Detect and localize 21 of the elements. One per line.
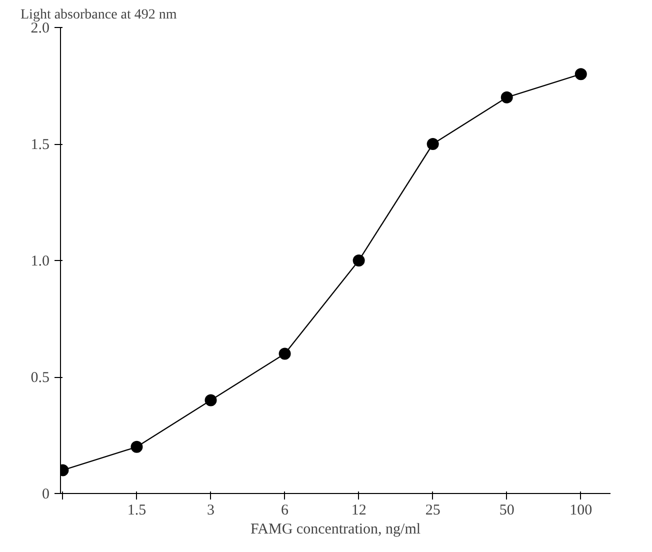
x-tick-label: 6 (281, 502, 290, 518)
y-axis-title: Light absorbance at 492 nm (20, 8, 177, 22)
y-tick-label: 1.0 (30, 254, 50, 270)
y-tick-label: 0 (42, 486, 50, 502)
point (204, 394, 217, 406)
point (278, 348, 291, 360)
point (130, 440, 143, 453)
point (352, 254, 365, 266)
x-axis-title: FAMG concentration, ng/ml (250, 522, 421, 538)
x-tick-label: 100 (570, 502, 592, 518)
x-tick-label: 3 (207, 502, 215, 518)
point (426, 138, 439, 150)
x-tick-label: 25 (425, 502, 440, 518)
y-tick-label: 1.5 (30, 137, 50, 153)
point (500, 91, 513, 104)
y-tick-label: 0.5 (30, 370, 50, 386)
x-tick-label: 1.5 (127, 502, 146, 518)
point (574, 68, 587, 80)
x-tick-label: 50 (499, 502, 514, 518)
x-tick-label: 12 (351, 502, 366, 518)
y-tick-label: 2.0 (30, 20, 50, 36)
